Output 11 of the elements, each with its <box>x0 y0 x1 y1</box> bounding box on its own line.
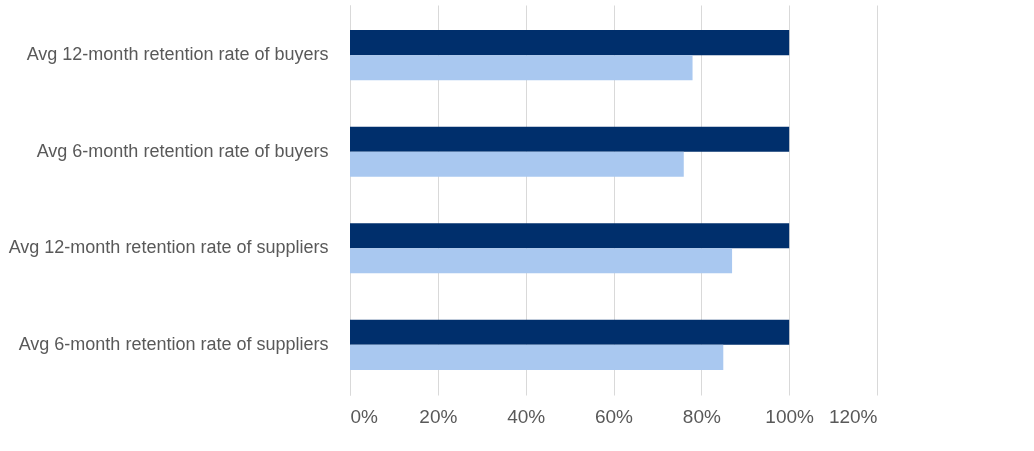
y-tick-label: Avg 12-month retention rate of buyers <box>26 44 329 65</box>
x-tick-label: 120% <box>828 405 878 427</box>
x-tick-label: 40% <box>507 405 546 427</box>
x-tick-label: 0% <box>350 405 379 427</box>
y-tick-label: Avg 6-month retention rate of suppliers <box>18 333 329 354</box>
y-tick-label: Avg 6-month retention rate of buyers <box>36 140 329 161</box>
x-tick-label: 20% <box>419 405 458 427</box>
x-tick-label: 60% <box>594 405 634 427</box>
x-tick-label: 100% <box>765 405 815 427</box>
x-tick-label: 80% <box>682 405 721 427</box>
y-tick-label: Avg 12-month retention rate of suppliers <box>8 237 329 258</box>
